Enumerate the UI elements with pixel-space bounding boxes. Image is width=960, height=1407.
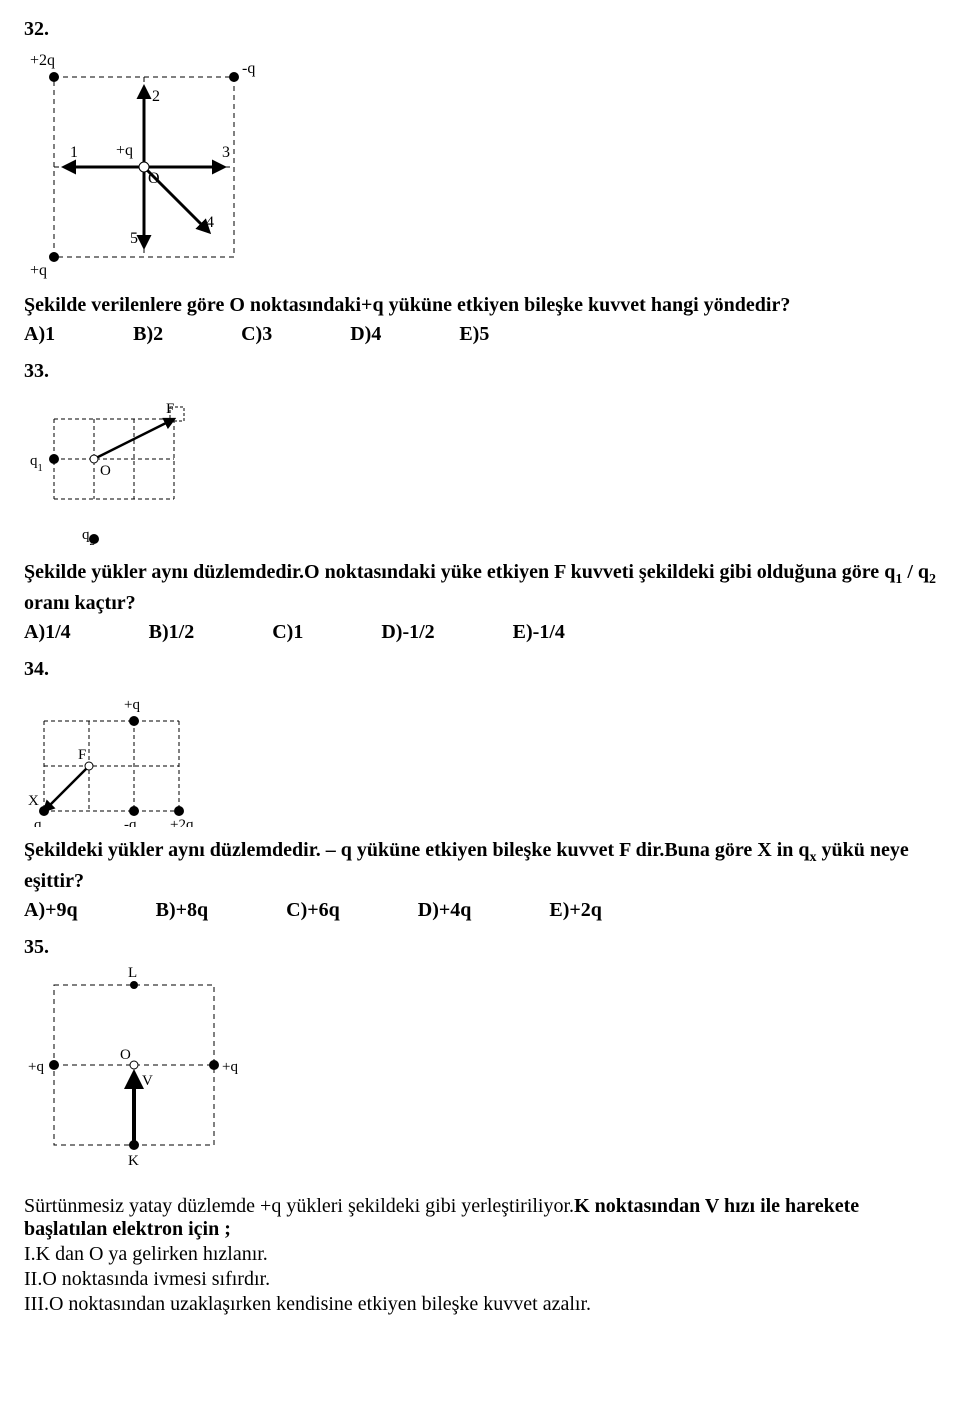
q34-optA: A)+9q — [24, 899, 78, 922]
q34-options: A)+9q B)+8q C)+6q D)+4q E)+2q — [24, 899, 936, 922]
q35-number: 35. — [24, 936, 936, 959]
svg-text:-q: -q — [124, 817, 137, 827]
svg-text:+q: +q — [30, 262, 47, 279]
q34-optE: E)+2q — [549, 899, 602, 922]
svg-text:O: O — [148, 170, 160, 187]
q32-optD: D)4 — [350, 323, 381, 346]
svg-text:2: 2 — [152, 88, 160, 105]
svg-text:+q: +q — [28, 1059, 44, 1075]
q32-options: A)1 B)2 C)3 D)4 E)5 — [24, 323, 936, 346]
svg-text:K: K — [128, 1153, 139, 1169]
svg-text:1: 1 — [70, 144, 78, 161]
q34-text: Şekildeki yükler aynı düzlemdedir. – q y… — [24, 837, 936, 895]
q33-optC: C)1 — [272, 621, 303, 644]
svg-text:qx: qx — [34, 817, 48, 827]
svg-text:3: 3 — [222, 144, 230, 161]
q34-optC: C)+6q — [286, 899, 340, 922]
q35-II: II.O noktasında ivmesi sıfırdır. — [24, 1268, 936, 1291]
svg-text:F: F — [78, 747, 86, 763]
q32-optC: C)3 — [241, 323, 272, 346]
q34-figure: F +q -q +2q qx X — [24, 687, 254, 827]
q35-I: I.K dan O ya gelirken hızlanır. — [24, 1243, 936, 1266]
svg-text:+2q: +2q — [30, 52, 55, 69]
q35-figure: V +q +q L K O — [24, 965, 244, 1185]
q32-text: Şekilde verilenlere göre O noktasındaki+… — [24, 292, 936, 319]
q33-optE: E)-1/4 — [513, 621, 565, 644]
svg-text:q1: q1 — [30, 453, 43, 474]
svg-text:+2q: +2q — [170, 817, 194, 827]
svg-text:+q: +q — [222, 1059, 238, 1075]
svg-text:+q: +q — [116, 142, 133, 159]
svg-text:O: O — [100, 463, 111, 479]
q33-number: 33. — [24, 360, 936, 383]
svg-text:4: 4 — [206, 214, 214, 231]
q32-optB: B)2 — [133, 323, 163, 346]
svg-text:+q: +q — [124, 697, 140, 713]
q33-optD: D)-1/2 — [381, 621, 434, 644]
svg-text:V: V — [142, 1073, 153, 1089]
q33-figure: Fq1 q2 O — [24, 389, 214, 549]
q33-optA: A)1/4 — [24, 621, 71, 644]
svg-text:O: O — [120, 1047, 131, 1063]
q33-text: Şekilde yükler aynı düzlemdedir.O noktas… — [24, 559, 936, 617]
svg-text:q2: q2 — [82, 527, 95, 548]
q35-text: Sürtünmesiz yatay düzlemde +q yükleri şe… — [24, 1195, 936, 1241]
svg-text:5: 5 — [130, 230, 138, 247]
q33-options: A)1/4 B)1/2 C)1 D)-1/2 E)-1/4 — [24, 621, 936, 644]
q34-optB: B)+8q — [156, 899, 209, 922]
svg-text:F: F — [166, 401, 174, 417]
svg-text:L: L — [128, 965, 137, 981]
q34-number: 34. — [24, 658, 936, 681]
q32-figure: 1 2 3 4 5 +2q -q +q +q O — [24, 47, 274, 282]
svg-text:-q: -q — [242, 60, 255, 77]
q35-III: III.O noktasından uzaklaşırken kendisine… — [24, 1293, 936, 1316]
q32-number: 32. — [24, 18, 936, 41]
svg-text:X: X — [28, 793, 39, 809]
q32-optE: E)5 — [459, 323, 489, 346]
q34-optD: D)+4q — [418, 899, 472, 922]
q33-optB: B)1/2 — [149, 621, 195, 644]
q32-optA: A)1 — [24, 323, 55, 346]
